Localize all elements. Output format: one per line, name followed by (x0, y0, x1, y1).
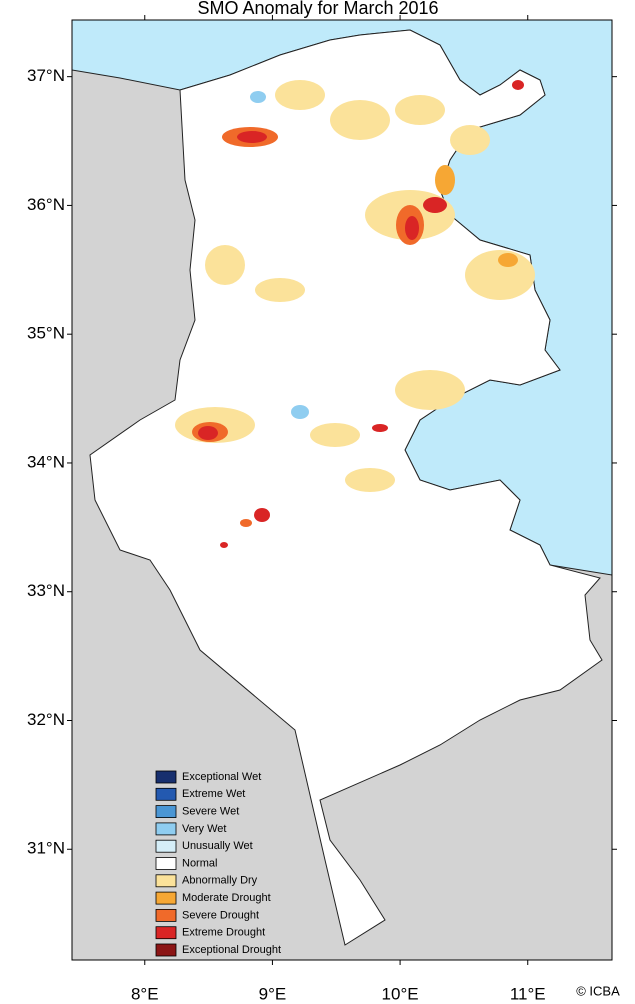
legend-swatch (155, 943, 177, 957)
legend-label: Moderate Drought (182, 892, 271, 904)
legend-swatch (155, 839, 177, 853)
legend-label: Exceptional Wet (182, 771, 261, 783)
legend-swatch (155, 926, 177, 940)
legend-swatch (155, 770, 177, 784)
lat-tick-label: 37°N (27, 66, 65, 85)
legend-label: Extreme Drought (182, 927, 265, 939)
credit: © ICBA (576, 983, 620, 998)
lon-tick-label: 11°E (510, 984, 546, 1003)
lat-tick-label: 33°N (27, 581, 65, 600)
legend-swatch (155, 822, 177, 836)
legend-swatch (155, 874, 177, 888)
legend-swatch (155, 857, 177, 870)
legend-swatch (155, 909, 177, 922)
legend-swatch (155, 805, 177, 818)
lon-tick-label: 9°E (259, 984, 287, 1003)
legend-label: Normal (182, 857, 217, 869)
lon-tick-label: 8°E (131, 984, 159, 1003)
legend-label: Severe Drought (182, 909, 259, 921)
wet-areas (250, 91, 309, 419)
legend-label: Exceptional Drought (182, 944, 281, 956)
legend-label: Abnormally Dry (182, 875, 258, 887)
legend-swatch (155, 891, 177, 905)
legend-label: Severe Wet (182, 806, 239, 818)
lat-tick-label: 36°N (27, 195, 65, 214)
lat-tick-label: 35°N (27, 324, 65, 343)
legend-label: Unusually Wet (182, 840, 253, 852)
drought-areas (192, 80, 524, 548)
map-area (72, 20, 612, 960)
map-title: SMO Anomaly for March 2016 (197, 0, 438, 18)
lat-tick-label: 32°N (27, 710, 65, 729)
legend-label: Extreme Wet (182, 788, 245, 800)
legend-swatch (155, 787, 177, 801)
legend-label: Very Wet (182, 823, 226, 835)
lon-tick-label: 10°E (382, 984, 419, 1003)
map-frame (71, 19, 613, 961)
lat-tick-label: 31°N (27, 839, 65, 858)
lat-tick-label: 34°N (27, 452, 65, 471)
